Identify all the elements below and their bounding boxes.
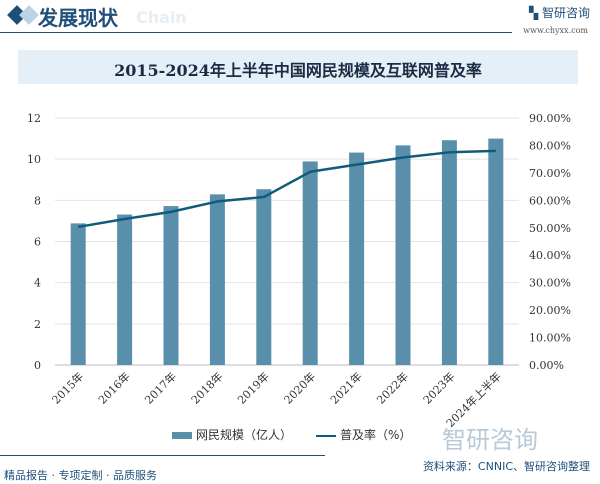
bar [163,206,179,365]
bar [302,161,318,365]
x-tick-label: 2018年 [188,369,225,406]
legend-swatch-bar [172,432,192,439]
legend: 网民规模（亿人） 普及率（%） [172,426,411,443]
watermark-brand: 智研咨询 [442,426,538,454]
bar [70,223,86,365]
rate-line [77,149,496,229]
x-tick-label: 2017年 [142,369,179,406]
y-right-tick-label: 20.00% [529,304,571,317]
y-right-tick-label: 70.00% [529,167,571,180]
y-right-tick-label: 60.00% [529,194,571,207]
x-tick-label: 2021年 [327,369,364,406]
y-left-tick-label: 10 [27,153,41,166]
y-right-tick-label: 10.00% [529,332,571,345]
legend-label: 普及率（%） [340,428,412,442]
bar [209,194,225,365]
ghost-text: Chain [136,8,187,27]
x-tick-label: 2015年 [49,369,86,406]
y-right-tick-label: 90.00% [529,112,571,125]
bar [256,189,272,365]
brand-url: www.chyxx.com [523,26,588,35]
y-left-tick-label: 0 [34,359,41,372]
bar [441,140,457,365]
y-right-tick-label: 0.00% [529,359,564,372]
y-right-tick-label: 50.00% [529,222,571,235]
bar [349,152,365,365]
y-left-tick-label: 6 [34,236,41,249]
y-left-tick-label: 8 [34,194,41,207]
x-tick-label: 2019年 [234,369,271,406]
chart-title-box: 2015-2024年上半年中国网民规模及互联网普及率 [18,50,578,84]
legend-swatch-line [316,434,337,437]
y-left-tick-label: 4 [34,277,41,290]
brand-name: 智研咨询 [541,6,590,20]
footer-tagline: 精品报告 · 专项定制 · 品质服务 [4,469,157,482]
bar [488,138,504,365]
brand-logo: ▚ 智研咨询 [529,4,590,21]
y-right-tick-label: 30.00% [529,277,571,290]
x-tick-label: 2016年 [95,369,132,406]
x-tick-label: 2022年 [374,369,411,406]
logo-icon: ▚ [528,6,542,20]
y-left-tick-label: 2 [34,318,41,331]
chart-title: 2015-2024年上半年中国网民规模及互联网普及率 [114,61,482,80]
section-title: 发展现状 [38,6,118,30]
legend-label: 网民规模（亿人） [196,428,293,442]
x-tick-label: 2023年 [420,369,457,406]
header-divider [0,32,512,33]
x-tick-label: 2020年 [281,369,318,406]
legend-item-line: 普及率（%） [316,426,411,443]
y-right-tick-label: 80.00% [529,139,571,152]
legend-item-bar: 网民规模（亿人） [172,426,292,443]
y-left-tick-label: 12 [27,112,41,125]
y-right-tick-label: 40.00% [529,249,571,262]
footer-divider [0,455,325,456]
bar [117,214,133,365]
source-note: 资料来源：CNNIC、智研咨询整理 [422,460,590,473]
bar [395,145,411,365]
